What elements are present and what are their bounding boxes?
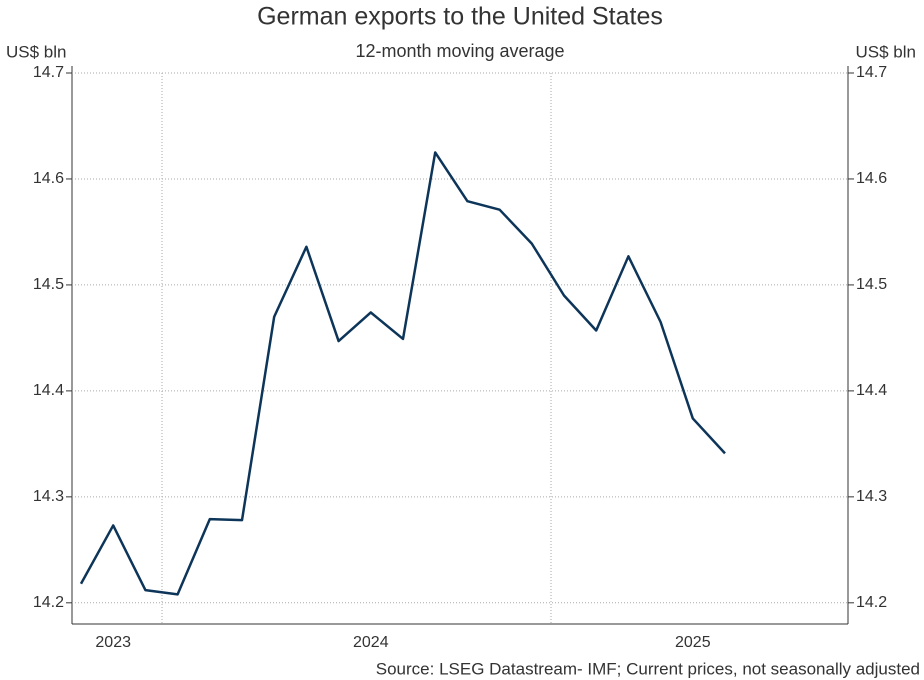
y-tick-label: 14.5 [33,276,64,293]
y2-axis-label: US$ bln [856,42,916,61]
x-tick-label: 2023 [95,634,131,651]
y-tick-label: 14.6 [33,170,64,187]
y2-tick-label: 14.7 [856,64,887,81]
y2-tick-label: 14.6 [856,170,887,187]
y2-tick-label: 14.3 [856,488,887,505]
y-tick-label: 14.2 [33,594,64,611]
data-line [79,151,726,596]
y-tick-label: 14.3 [33,488,64,505]
x-tick-label: 2025 [675,634,711,651]
y-axis-label: US$ bln [6,42,66,61]
chart-title: German exports to the United States [257,3,663,31]
y2-tick-label: 14.2 [856,594,887,611]
y-tick-label: 14.4 [33,382,64,399]
source-note: Source: LSEG Datastream- IMF; Current pr… [376,659,920,678]
y-tick-label: 14.7 [33,64,64,81]
x-tick-label: 2024 [353,634,389,651]
y2-tick-label: 14.5 [856,276,887,293]
chart-subtitle: 12-month moving average [355,41,564,61]
y2-tick-label: 14.4 [856,382,887,399]
